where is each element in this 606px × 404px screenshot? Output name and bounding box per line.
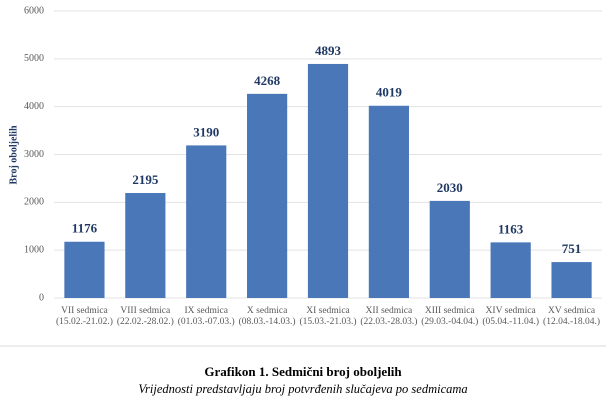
- y-tick-label: 5000: [24, 53, 44, 64]
- x-tick-label: (08.03.-14.03.): [239, 316, 296, 327]
- bar: [490, 242, 531, 298]
- x-tick-label: IX sedmica: [184, 306, 228, 316]
- x-tick-label: (15.02.-21.02.): [56, 316, 113, 327]
- data-label: 1176: [72, 221, 98, 236]
- data-label: 4268: [254, 73, 281, 88]
- x-tick-label: XI sedmica: [306, 306, 350, 316]
- data-label: 1163: [498, 221, 524, 236]
- bar: [368, 105, 409, 298]
- bar: [247, 93, 288, 298]
- x-tick-label: (01.03.-07.03.): [178, 316, 235, 327]
- x-tick-label: XV sedmica: [548, 306, 596, 316]
- x-tick-label: (05.04.-11.04.): [482, 316, 539, 327]
- chart-title: Grafikon 1. Sedmični broj oboljelih: [204, 364, 402, 379]
- y-tick-label: 2000: [24, 197, 44, 208]
- bar: [125, 193, 166, 298]
- chart-subtitle: Vrijednosti predstavljaju broj potvrđeni…: [138, 382, 467, 396]
- bar: [551, 262, 592, 298]
- x-tick-label: (29.03.-04.04.): [421, 316, 478, 327]
- x-tick-label: (22.03.-28.03.): [360, 316, 417, 327]
- y-tick-label: 1000: [24, 244, 44, 255]
- x-tick-label: (22.02.-28.02.): [117, 316, 174, 327]
- data-label: 4893: [315, 43, 342, 58]
- y-axis-label: Broj oboljelih: [8, 125, 19, 184]
- x-tick-label: (12.04.-18.04.): [543, 316, 600, 327]
- x-tick-label: XIV sedmica: [486, 306, 537, 316]
- y-tick-label: 4000: [24, 101, 44, 112]
- y-tick-label: 3000: [24, 149, 44, 160]
- x-tick-label: (15.03.-21.03.): [300, 316, 357, 327]
- data-label: 3190: [193, 124, 219, 139]
- data-label: 4019: [376, 85, 403, 100]
- x-tick-label: X sedmica: [247, 306, 288, 316]
- x-tick-label: XIII sedmica: [425, 306, 476, 316]
- bar: [429, 200, 470, 298]
- y-tick-label: 0: [39, 292, 44, 303]
- data-label: 2030: [437, 180, 463, 195]
- bar: [64, 241, 105, 298]
- x-tick-label: VII sedmica: [61, 306, 108, 316]
- data-label: 751: [562, 241, 582, 256]
- x-tick-label: XII sedmica: [366, 306, 413, 316]
- bar: [307, 63, 349, 298]
- bar: [186, 145, 227, 298]
- data-label: 2195: [132, 172, 159, 187]
- y-tick-label: 6000: [24, 5, 44, 16]
- x-tick-label: VIII sedmica: [120, 306, 171, 316]
